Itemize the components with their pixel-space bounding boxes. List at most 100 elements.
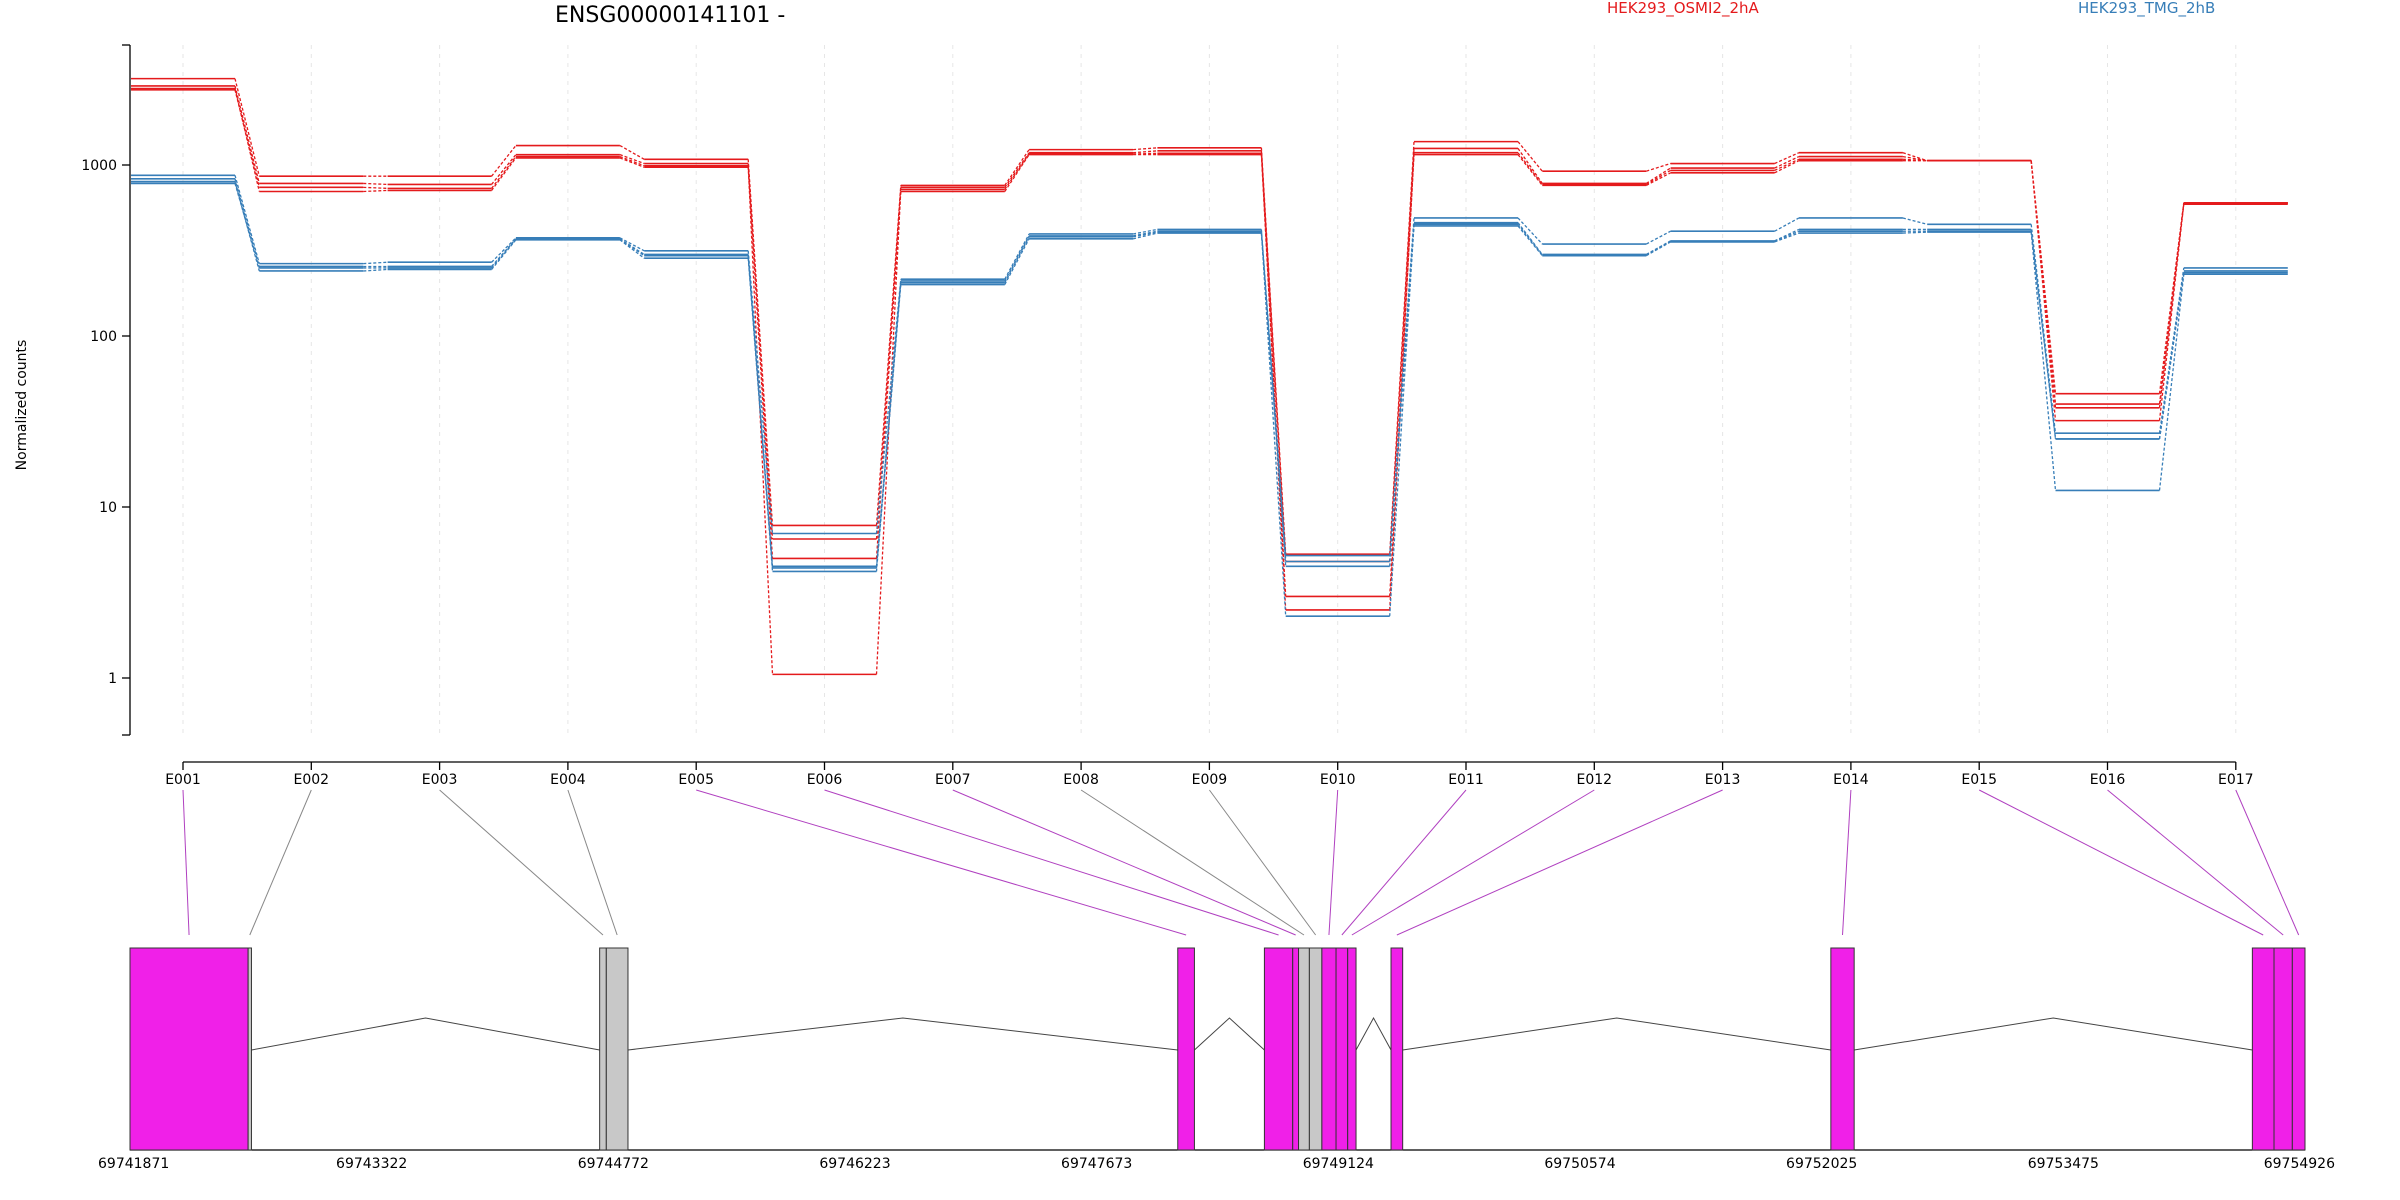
series-3-connector-15 (2030, 160, 2057, 421)
exon-box-e017 (2291, 947, 2306, 1151)
series-7-connector-11 (1517, 225, 1543, 257)
series-2 (131, 85, 2288, 563)
series-2-connector-1 (234, 85, 260, 184)
x-tick-label-e011: E011 (1448, 772, 1484, 788)
series-6-connector-8 (1132, 230, 1158, 237)
series-5-connector-16 (2158, 267, 2185, 434)
series-8-connector-6 (875, 282, 902, 569)
x-tick-label-e001: E001 (165, 772, 201, 788)
series-5-connector-12 (1645, 230, 1671, 245)
series-8-connector-8 (1132, 231, 1158, 238)
series-3-connector-6 (875, 191, 902, 559)
coordinate-label-6: 69749124 (1303, 1156, 1374, 1172)
y-axis: 1 10 100 1000 (81, 44, 131, 736)
link-e001 (182, 789, 190, 936)
coordinate-label-3: 69744772 (578, 1156, 649, 1172)
series-1-connector-6 (875, 185, 902, 526)
series-2-connector-9 (1260, 150, 1287, 562)
series-5-connector-3 (491, 237, 517, 263)
series-2-connector-10 (1389, 148, 1415, 562)
series-1-connector-13 (1774, 152, 1800, 165)
series-2-connector-8 (1133, 150, 1158, 154)
series-4-connector-2 (363, 186, 388, 190)
link-e014 (1842, 789, 1852, 936)
series-6-connector-12 (1645, 240, 1671, 255)
series-5-connector-7 (1004, 233, 1030, 280)
link-e017 (2235, 789, 2300, 936)
series-1-connector-11 (1517, 141, 1543, 172)
link-e005 (696, 789, 1187, 936)
exon-box-e008 (1298, 947, 1310, 1151)
link-e013 (1396, 789, 1723, 936)
link-e004 (567, 789, 618, 936)
series-3-connector-16 (2158, 204, 2185, 421)
series-1-connector-7 (1004, 149, 1030, 186)
x-tick-label-e012: E012 (1577, 772, 1613, 788)
link-e010 (1328, 789, 1339, 936)
x-tick-label-e009: E009 (1192, 772, 1228, 788)
x-tick-label-e008: E008 (1063, 772, 1099, 788)
series-6-connector-15 (2030, 229, 2057, 440)
series-1-connector-8 (1133, 147, 1158, 151)
intron-2 (251, 1017, 600, 1051)
link-e008 (1080, 789, 1305, 936)
link-e012 (1351, 789, 1595, 936)
link-e011 (1341, 789, 1467, 936)
x-tick-label-e005: E005 (678, 772, 714, 788)
series-3-connector-13 (1774, 160, 1800, 174)
legend-entry-osmi2: HEK293_OSMI2_2hA (1607, 0, 1760, 18)
series-8-connector-10 (1389, 224, 1415, 617)
series-5-connector-4 (619, 237, 645, 252)
series-7-connector-5 (747, 258, 774, 572)
series-4-connector-12 (1645, 169, 1671, 185)
x-tick-label-e014: E014 (1833, 772, 1869, 788)
series-layer (131, 77, 2288, 676)
exon-box-e001 (129, 947, 249, 1151)
intron-5 (1194, 1017, 1265, 1051)
series-6-connector-9 (1260, 231, 1287, 562)
series-6-connector-13 (1774, 228, 1800, 242)
link-e006 (824, 789, 1279, 936)
series-1-connector-1 (234, 78, 260, 177)
coordinate-label-10: 69754926 (2264, 1156, 2335, 1172)
series-1-connector-3 (491, 145, 517, 177)
x-tick-label-e004: E004 (550, 772, 586, 788)
y-tick-label-10: 10 (99, 500, 117, 516)
series-2-connector-3 (491, 154, 517, 185)
gene-model: 69741871 69743322 69744772 69746223 69747673… (98, 947, 2335, 1172)
y-tick-label-1: 1 (108, 671, 117, 687)
series-2-connector-2 (363, 182, 388, 186)
link-e007 (952, 789, 1296, 936)
series-4-connector-13 (1774, 158, 1800, 171)
exon-box-e014 (1830, 947, 1855, 1151)
series-7-connector-4 (619, 239, 645, 259)
x-tick-label-e007: E007 (935, 772, 971, 788)
exon-box-e015 (2251, 947, 2275, 1151)
series-8-connector-11 (1517, 223, 1543, 256)
series-2-connector-13 (1774, 155, 1800, 169)
exon-box-e010 (1321, 947, 1337, 1151)
series-1-connector-9 (1260, 147, 1287, 555)
exon-box-e009 (1308, 947, 1323, 1151)
series-2-connector-16 (2158, 202, 2185, 408)
coordinate-label-2: 69743322 (336, 1156, 407, 1172)
series-3-connector-3 (491, 157, 517, 191)
series-5-connector-1 (234, 175, 260, 264)
series-4-connector-11 (1517, 152, 1543, 185)
link-e016 (2107, 789, 2284, 936)
series-4-connector-1 (234, 89, 260, 188)
series-2-connector-5 (747, 163, 774, 540)
x-axis: E001 E002 E003 E004 E005 E006 E007 E008 E009 E010… (165, 761, 2254, 788)
series-7-connector-8 (1132, 232, 1158, 240)
coordinate-label-5: 69747673 (1061, 1156, 1132, 1172)
x-tick-label-e006: E006 (807, 772, 843, 788)
intron-12 (1355, 1016, 1392, 1051)
link-e009 (1208, 789, 1317, 936)
series-5-connector-5 (747, 250, 774, 534)
series-7-connector-2 (363, 268, 388, 272)
series-8-connector-12 (1645, 240, 1671, 256)
series-6-connector-4 (619, 238, 645, 255)
exon-box-e012 (1347, 947, 1357, 1151)
y-axis-label: Normalized counts (14, 340, 30, 471)
